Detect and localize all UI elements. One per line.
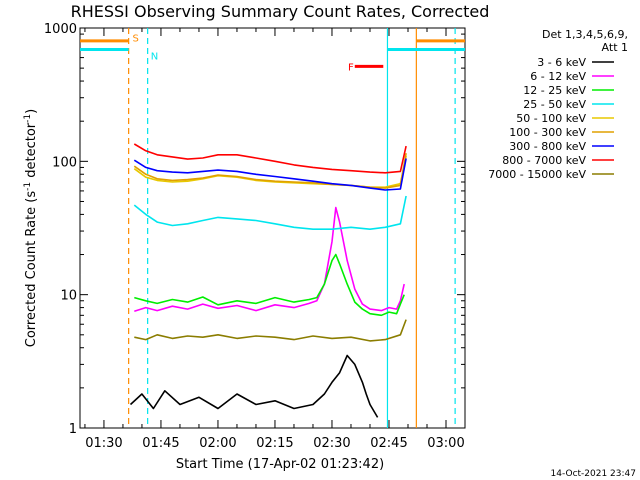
- legend-entry-label: 100 - 300 keV: [509, 126, 586, 139]
- chart-title: RHESSI Observing Summary Count Rates, Co…: [71, 2, 490, 21]
- y-axis-label: Corrected Count Rate (s-1 detector-1): [23, 109, 39, 347]
- series-line: [134, 319, 407, 342]
- status-bar-label: N: [151, 52, 158, 63]
- y-tick-label: 1: [69, 422, 77, 437]
- y-axis-label-sup1: -1: [23, 182, 33, 191]
- series-line: [133, 195, 407, 230]
- x-tick-label: 02:15: [256, 436, 293, 451]
- y-tick-label: 100: [52, 155, 77, 170]
- legend-header-line: Att 1: [602, 41, 628, 54]
- x-tick-label: 02:45: [370, 436, 407, 451]
- status-bar-label: S: [132, 33, 138, 44]
- x-tick-label: 03:00: [427, 436, 464, 451]
- y-axis-label-main: Corrected Count Rate (s: [24, 191, 39, 348]
- series-line: [133, 153, 407, 189]
- legend-entry-label: 25 - 50 keV: [523, 98, 586, 111]
- legend-entry-label: 800 - 7000 keV: [502, 154, 586, 167]
- legend-entry-label: 7000 - 15000 keV: [488, 168, 586, 181]
- legend-entry-label: 3 - 6 keV: [537, 56, 586, 69]
- series-line: [134, 253, 405, 317]
- y-axis-label-end: ): [24, 109, 39, 114]
- y-axis-label-mid: detector: [24, 122, 39, 182]
- legend-entry-label: 50 - 100 keV: [516, 112, 586, 125]
- legend-entry-label: 300 - 800 keV: [509, 140, 586, 153]
- series-line: [133, 158, 407, 191]
- plot-area: 1 10 100 1000 01:30 01:45 02:00 02:15 02:30 02:45…: [44, 22, 466, 451]
- x-axis-label: Start Time (17-Apr-02 01:23:42): [176, 457, 384, 472]
- x-tick-label: 01:45: [142, 436, 179, 451]
- series-line: [129, 354, 379, 418]
- x-tick-label: 01:30: [85, 436, 122, 451]
- timestamp: 14-Oct-2021 23:47: [551, 469, 636, 479]
- plot-frame: [79, 27, 466, 429]
- legend-header-line: Det 1,3,4,5,6,9,: [542, 28, 628, 41]
- x-tick-label: 02:30: [313, 436, 350, 451]
- y-tick-label: 10: [60, 289, 77, 304]
- x-tick-label: 02:00: [199, 436, 236, 451]
- legend-entry-label: 6 - 12 keV: [530, 70, 586, 83]
- y-tick-label: 1000: [44, 22, 77, 37]
- y-axis-label-sup2: -1: [23, 114, 33, 123]
- series-line: [133, 143, 407, 174]
- status-bar-label: F: [348, 62, 354, 73]
- legend-entry-label: 12 - 25 keV: [523, 84, 586, 97]
